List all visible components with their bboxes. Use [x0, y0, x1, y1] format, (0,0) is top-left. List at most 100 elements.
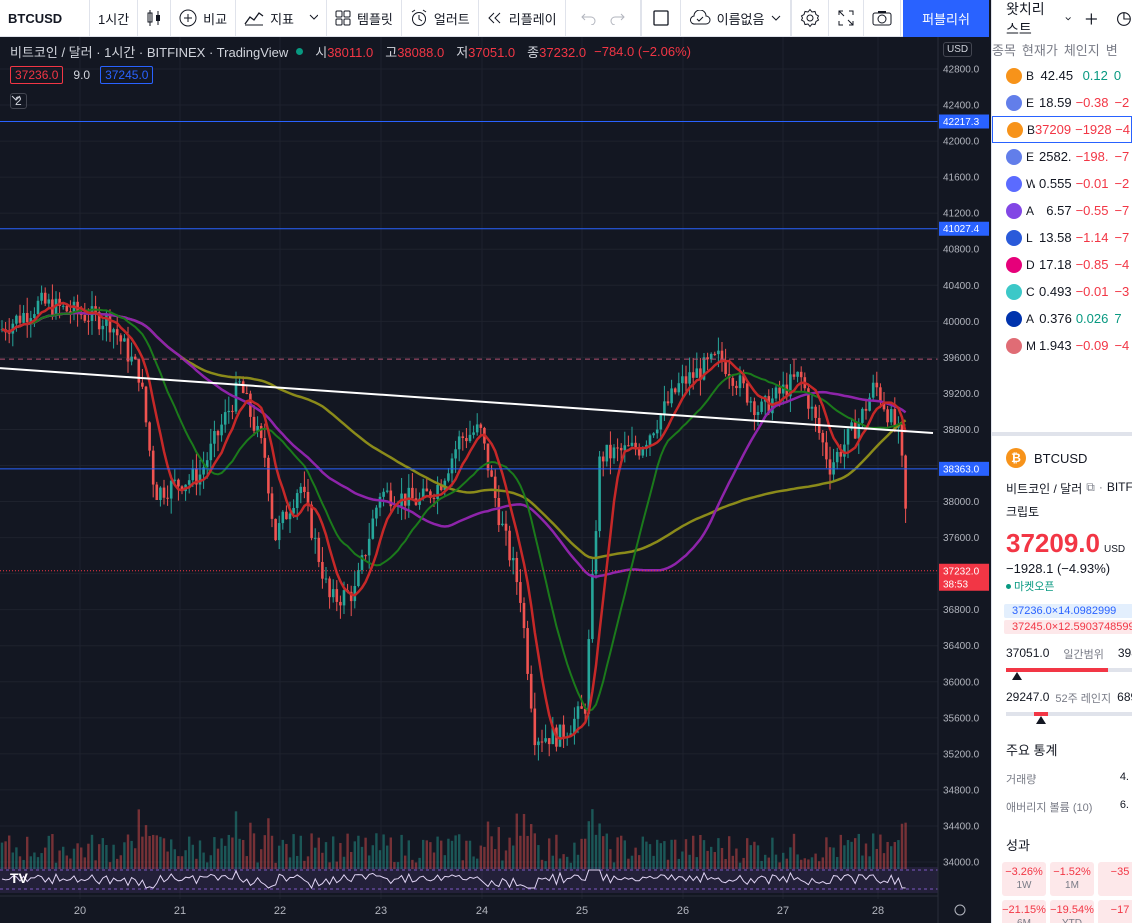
settings-button[interactable] [791, 0, 830, 37]
volume-bar [472, 856, 475, 869]
add-symbol-icon[interactable] [1085, 11, 1098, 27]
volume-bar [692, 835, 695, 869]
volume-bar [80, 847, 83, 869]
redo-icon[interactable] [610, 11, 626, 25]
performance-cell[interactable]: −3.26% 1W [1002, 862, 1046, 896]
candle-body [220, 424, 223, 436]
ask-quote: 37245.0×12.59037485999 [1004, 620, 1132, 634]
volume-bar [774, 854, 778, 869]
volume-bar [281, 839, 284, 869]
watchlist-last: 18.59 [1039, 95, 1072, 110]
indicators-collapse-button[interactable]: 2 [10, 93, 27, 109]
candle-body [180, 486, 184, 492]
candle-body [760, 401, 763, 412]
y-axis-tick-label: 40800.0 [943, 245, 980, 256]
candle-body [587, 639, 591, 714]
volume-bar [634, 847, 637, 869]
performance-cell[interactable]: −35 [1098, 862, 1132, 896]
volume-bar [90, 834, 94, 869]
price-chart[interactable]: 20 21 22 23 24 25 26 27 28 42800.0 42400.0 42000.0 4… [0, 37, 989, 923]
volume-bar [479, 845, 482, 869]
candle-body [864, 408, 868, 411]
templates-button[interactable]: 템플릿 [327, 0, 402, 37]
watchlist-row[interactable]: W 0.555−0.01 −2 [992, 170, 1132, 197]
candle-body [33, 314, 36, 319]
watchlist-row[interactable]: A 6.57 −0.55 −7 [992, 197, 1132, 224]
volume-bar [569, 862, 572, 869]
candle-body [432, 497, 436, 499]
volume-bar [638, 855, 641, 869]
currency-button[interactable]: USD [943, 42, 973, 57]
pie-chart-icon[interactable] [1116, 9, 1132, 29]
candle-body [353, 586, 357, 602]
candle-body [303, 486, 306, 492]
candle-body [241, 381, 245, 394]
volume-bar [800, 859, 803, 869]
volume-bar [746, 838, 749, 869]
watchlist-column-header[interactable]: 변 [1105, 43, 1118, 58]
candle-body [875, 382, 879, 388]
volume-bar [494, 849, 497, 869]
watchlist-row[interactable]: E 2582. −198. −7 [992, 143, 1132, 170]
watchlist-row[interactable]: B 42.45 0.12 0 [992, 62, 1132, 89]
volume-bar [720, 847, 724, 869]
volume-bar [818, 861, 821, 869]
candle-body [162, 487, 166, 498]
watchlist-row[interactable]: E 18.59 −0.38 −2 [992, 89, 1132, 116]
publish-button[interactable]: 퍼블리쉬 [903, 0, 989, 37]
candle-body [54, 298, 58, 316]
watchlist-row[interactable]: D 17.18 −0.85 −4 [992, 251, 1132, 278]
indicators-button[interactable]: 지표 [236, 0, 327, 37]
watchlist-column-header[interactable]: 체인지 [1063, 43, 1100, 58]
candle-body [205, 460, 209, 468]
replay-button[interactable]: 리플레이 [479, 0, 566, 37]
snapshot-button[interactable] [864, 0, 902, 37]
performance-value: −3.26% [1005, 866, 1043, 878]
compare-button[interactable]: 비교 [171, 0, 237, 37]
performance-cell[interactable]: −17 [1098, 900, 1132, 923]
legend-close-label: 종 [527, 45, 540, 60]
performance-cell[interactable]: −1.52% 1M [1050, 862, 1094, 896]
watchlist-row[interactable]: L 13.58 −1.14 −7 [992, 224, 1132, 251]
candle-body [29, 318, 33, 323]
alert-button[interactable]: 얼러트 [402, 0, 479, 37]
candle-body [331, 589, 335, 598]
watchlist-row[interactable]: A 0.376 0.026 7 [992, 305, 1132, 332]
candle-body [36, 300, 40, 315]
volume-label: 거래량 [1006, 774, 1037, 786]
sell-button[interactable]: 37236.0 [10, 66, 64, 84]
volume-bar [753, 841, 756, 869]
undo-icon[interactable] [580, 11, 596, 25]
y-axis-tick-label: 40000.0 [943, 317, 980, 328]
watchlist-row[interactable]: C 0.493 −0.01 −3 [992, 278, 1132, 305]
symbol-search-button[interactable]: BTCUSD [0, 0, 90, 37]
axis-settings-icon[interactable] [954, 904, 966, 916]
chart-canvas[interactable]: 20 21 22 23 24 25 26 27 28 42800.0 42400.0 42000.0 4… [0, 37, 989, 923]
legend-low: 37051.0 [468, 45, 516, 60]
watchlist-row[interactable]: M 1.943−0.09 −4 [992, 332, 1132, 359]
watchlist-title[interactable]: 왓치리스트 [1006, 0, 1045, 37]
interval-button[interactable]: 1시간 [90, 0, 139, 37]
performance-cell[interactable]: −19.54% YTD [1050, 900, 1094, 923]
watchlist-row[interactable]: B 37209 −1928 −4 [992, 116, 1132, 143]
buy-button[interactable]: 37245.0 [100, 66, 154, 84]
volume-bar [260, 849, 263, 869]
volume-bar [454, 835, 457, 869]
fullscreen-select-button[interactable] [640, 0, 681, 37]
performance-cell[interactable]: −21.15% 6M [1002, 900, 1046, 923]
candle-body [515, 558, 519, 583]
volume-bar [623, 840, 626, 869]
performance-value: −35 [1110, 866, 1130, 878]
fullscreen-button[interactable] [829, 0, 865, 37]
candle-body [411, 487, 414, 499]
watchlist-column-header[interactable]: 종목 [992, 43, 1016, 58]
chart-type-button[interactable] [138, 0, 172, 37]
watchlist-column-header[interactable]: 현재가 [1021, 43, 1058, 58]
candle-body [407, 487, 411, 506]
volume-bar [792, 833, 796, 869]
chevron-down-icon [772, 15, 781, 21]
rewind-icon [488, 12, 501, 24]
layout-name-button[interactable]: 이름없음 [681, 0, 792, 37]
external-link-icon[interactable]: ⧉ [1086, 480, 1095, 494]
candle-body [537, 741, 540, 746]
